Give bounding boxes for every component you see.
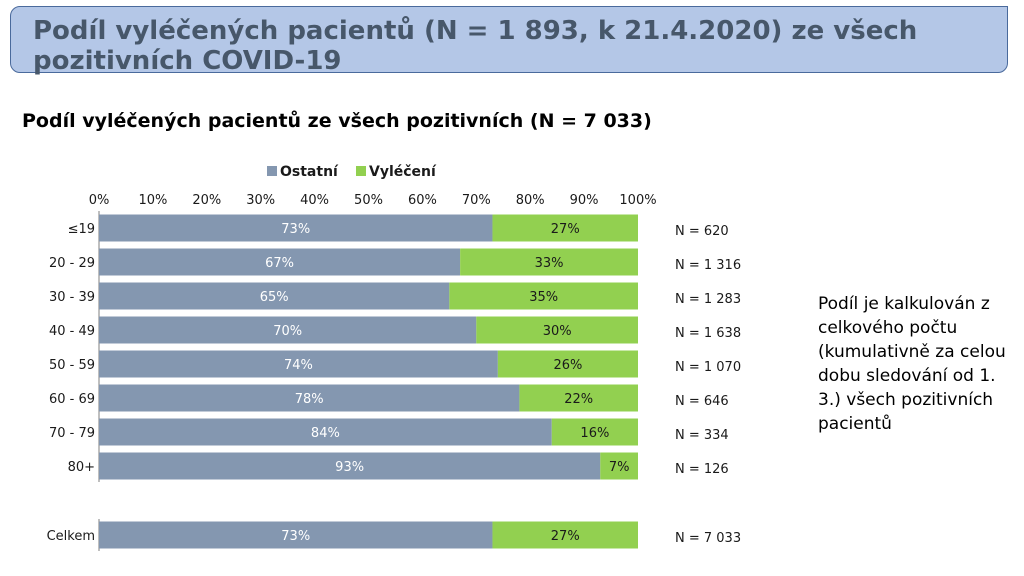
- bar-segment: [449, 282, 638, 310]
- x-tick-label: 80%: [516, 193, 545, 208]
- chart-title: Podíl vyléčených pacientů ze všech pozit…: [22, 110, 652, 132]
- data-label: 78%: [295, 392, 324, 407]
- category-label: 30 - 39: [49, 290, 95, 305]
- data-label: 16%: [580, 426, 609, 441]
- data-label: 73%: [281, 222, 310, 237]
- n-label: N = 1 316: [675, 258, 741, 273]
- data-label: 26%: [553, 358, 582, 373]
- data-label: 27%: [551, 529, 580, 544]
- x-tick-label: 100%: [619, 193, 656, 208]
- n-label: N = 620: [675, 224, 729, 239]
- legend-label: Vyléčení: [369, 164, 437, 180]
- legend-swatch: [356, 166, 366, 176]
- category-label: 60 - 69: [49, 392, 95, 407]
- x-tick-label: 10%: [138, 193, 167, 208]
- bar-segment: [492, 214, 638, 242]
- category-label: Celkem: [47, 529, 95, 544]
- x-tick-label: 60%: [408, 193, 437, 208]
- n-label: N = 1 283: [675, 292, 741, 307]
- title-banner: Podíl vyléčených pacientů (N = 1 893, k …: [10, 6, 1008, 76]
- x-tick-label: 90%: [570, 193, 599, 208]
- data-label: 27%: [551, 222, 580, 237]
- x-tick-label: 30%: [246, 193, 275, 208]
- bar-segment: [600, 452, 638, 480]
- legend-swatch: [267, 166, 277, 176]
- category-label: 40 - 49: [49, 324, 95, 339]
- data-label: 67%: [265, 256, 294, 271]
- data-label: 65%: [260, 290, 289, 305]
- bar-segment: [551, 418, 638, 446]
- bar-segment: [99, 384, 520, 412]
- bar-segment: [492, 521, 638, 549]
- data-label: 93%: [335, 460, 364, 475]
- category-label: ≤19: [68, 222, 95, 237]
- bar-segment: [476, 316, 638, 344]
- data-label: 74%: [284, 358, 313, 373]
- bar-segment: [99, 350, 498, 378]
- page-title: Podíl vyléčených pacientů (N = 1 893, k …: [33, 16, 918, 76]
- x-tick-label: 70%: [462, 193, 491, 208]
- data-label: 35%: [529, 290, 558, 305]
- data-label: 33%: [535, 256, 564, 271]
- n-label: N = 1 638: [675, 326, 741, 341]
- bar-segment: [99, 521, 493, 549]
- n-label: N = 7 033: [675, 531, 741, 546]
- n-label: N = 334: [675, 428, 729, 443]
- data-label: 7%: [609, 460, 630, 475]
- bar-segment: [99, 452, 601, 480]
- side-note: Podíl je kalkulován z celkového počtu (k…: [818, 294, 1006, 434]
- bar-segment: [99, 282, 450, 310]
- n-label: N = 126: [675, 462, 729, 477]
- bar-segment: [99, 248, 461, 276]
- category-label: 50 - 59: [49, 358, 95, 373]
- data-label: 73%: [281, 529, 310, 544]
- data-label: 70%: [273, 324, 302, 339]
- legend-label: Ostatní: [280, 164, 339, 180]
- bar-segment: [460, 248, 638, 276]
- n-label: N = 1 070: [675, 360, 741, 375]
- bar-segment: [519, 384, 638, 412]
- category-label: 80+: [68, 460, 95, 475]
- x-tick-label: 0%: [89, 193, 110, 208]
- bar-segment: [99, 214, 493, 242]
- x-tick-label: 20%: [192, 193, 221, 208]
- n-label: N = 646: [675, 394, 729, 409]
- bar-segment: [99, 316, 477, 344]
- data-label: 84%: [311, 426, 340, 441]
- bar-segment: [497, 350, 638, 378]
- x-tick-label: 50%: [354, 193, 383, 208]
- category-label: 20 - 29: [49, 256, 95, 271]
- x-tick-label: 40%: [300, 193, 329, 208]
- data-label: 22%: [564, 392, 593, 407]
- data-label: 30%: [543, 324, 572, 339]
- category-label: 70 - 79: [49, 426, 95, 441]
- bar-segment: [99, 418, 552, 446]
